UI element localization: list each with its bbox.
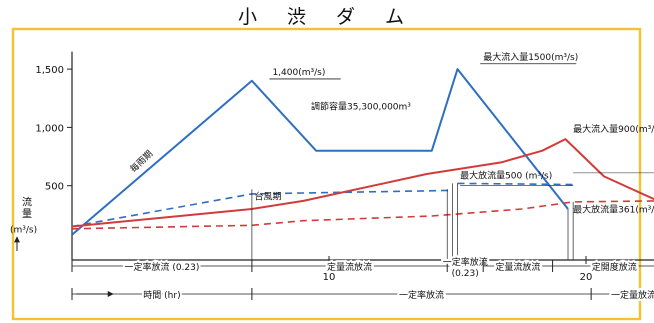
y-axis-label-amount: 量 <box>22 208 32 220</box>
annotation-label: 1,400(m³/s) <box>272 68 325 78</box>
page-title: 小 渋 ダ ム <box>237 6 417 28</box>
phase-label: 一定率放流 <box>443 256 488 268</box>
series-line-2 <box>457 182 574 186</box>
y-tick-label: 1,000 <box>35 123 64 134</box>
y-tick-label: 1,500 <box>35 65 64 76</box>
phase-label: 一定率放流 (0.23) <box>124 261 199 273</box>
annotation-label: 最大放流量500 (m³/s) <box>460 170 552 182</box>
y-axis-unit: (m³/s) <box>10 225 37 235</box>
chart-frame <box>11 27 642 321</box>
x-tick-label: 10 <box>323 272 336 283</box>
phase-label: 定量流放流 <box>495 261 540 273</box>
series-line-3 <box>71 138 654 228</box>
phase-label: 定開度放流 <box>592 261 637 273</box>
phase-layer: 一定率放流 (0.23) 定量流放流 一定率放流(0.23)定量流放流 定開度放流時間… <box>71 254 654 303</box>
annotation-layer: 1,400(m³/s) 調節容量35,300,000m³ 最大流入量1500(m³/… <box>127 51 654 216</box>
series-line-4 <box>71 200 654 230</box>
y-axis-label-flow: 流 <box>22 196 32 209</box>
annotation-label: 最大流入量900(m³/s) <box>573 123 654 135</box>
phase-label: 定量流放流 <box>327 261 372 273</box>
series-line-0 <box>71 68 569 236</box>
annotation-label: 最大放流量361(m³/s) <box>573 204 654 216</box>
annotation-label: 毎雨期 <box>127 148 155 175</box>
phase-label: 時間 (hr) <box>143 290 180 301</box>
y-tick-label: 500 <box>45 182 64 193</box>
chart-axes: 500 1,000 1,500 流量 (m³/s) 10 20 <box>10 51 654 283</box>
phase-label: 一定量放流 <box>611 289 654 301</box>
annotation-label: 最大流入量1500(m³/s) <box>483 51 578 63</box>
phase-label: (0.23) <box>452 269 479 279</box>
annotation-label: 台風期 <box>254 191 281 203</box>
series-layer <box>71 68 654 260</box>
x-tick-label: 20 <box>580 272 593 283</box>
annotation-label: 調節容量35,300,000m³ <box>311 100 411 112</box>
phase-label: 一定率放流 <box>399 289 444 301</box>
